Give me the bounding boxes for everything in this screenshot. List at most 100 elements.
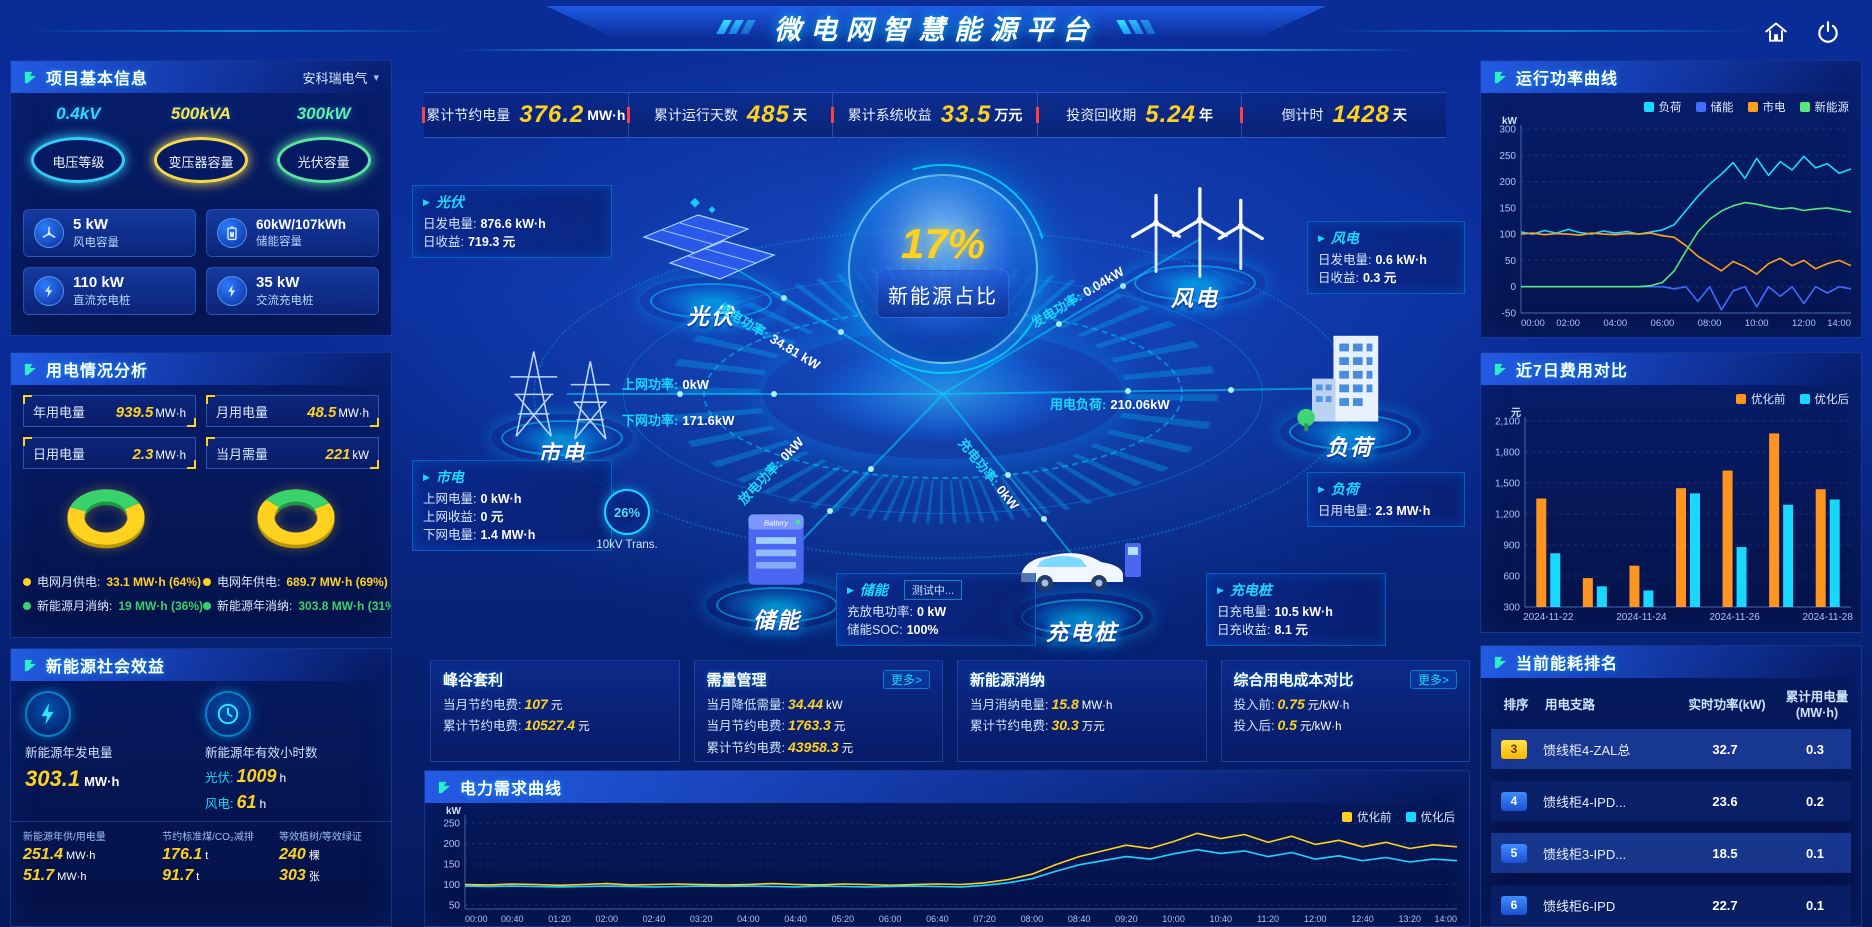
stat-storage-capacity: 60kW/107kWh 储能容量	[206, 209, 379, 257]
triangle-icon: ▶	[847, 584, 854, 595]
chart-legend: 优化前 优化后	[1481, 385, 1861, 407]
charger-info-card: ▶ 充电桩 日充电量: 10.5 kW·h 日充收益: 8.1 元	[1206, 573, 1386, 647]
legend-item[interactable]: 优化后	[1799, 391, 1849, 407]
panel-header: 新能源社会效益	[11, 649, 391, 681]
node-pv[interactable]: 光伏	[636, 197, 786, 329]
svg-text:Battery: Battery	[764, 519, 789, 528]
battery-storage-icon: Battery	[748, 514, 804, 585]
ranking-table-header: 排序 用电支路 实时功率(kW) 累计用电量(MW·h)	[1503, 690, 1849, 720]
table-row[interactable]: 3 馈线柜4-ZAL总 32.7 0.3	[1491, 729, 1851, 770]
svg-text:10:40: 10:40	[1210, 914, 1233, 924]
svg-text:04:40: 04:40	[784, 914, 807, 924]
svg-text:2024-11-28: 2024-11-28	[1803, 612, 1854, 623]
usage-analysis-panel: 用电情况分析 年用电量 939.5 MW·h 月用电量 48.5 MW·h 日用电量 2.…	[10, 352, 392, 638]
svg-text:2024-11-22: 2024-11-22	[1523, 612, 1574, 623]
power-button[interactable]	[1810, 14, 1846, 50]
table-row[interactable]: 4 馈线柜4-IPD... 23.6 0.2	[1491, 781, 1851, 822]
more-button[interactable]: 更多>	[1409, 670, 1457, 689]
triangle-icon: ▶	[1217, 584, 1224, 595]
benefit-footer-col: 新能源年供/用电量 251.4 MW·h 51.7 MW·h	[23, 832, 106, 884]
building-icon	[1297, 335, 1379, 432]
home-button[interactable]	[1758, 14, 1794, 50]
panel-title: 用电情况分析	[46, 363, 149, 380]
node-grid[interactable]: 市电	[487, 334, 637, 466]
svg-text:06:00: 06:00	[1651, 318, 1675, 329]
svg-text:2024-11-24: 2024-11-24	[1616, 612, 1667, 623]
legend-item[interactable]: 优化前	[1342, 809, 1392, 825]
gauge-value: 300kW	[296, 104, 351, 123]
legend-item[interactable]: 市电	[1747, 99, 1786, 115]
benefit-cards-row: 峰谷套利 当月节约电费: 107 元 累计节约电费: 10527.4 元 需量管理 更多>…	[430, 660, 1470, 762]
benefit-footer-col: 节约标准煤/CO₂减排 176.1 t 91.7 t	[162, 832, 254, 884]
gauge-pv-capacity: 300kW 光伏容量	[265, 99, 383, 201]
panel-title: 项目基本信息	[46, 71, 149, 88]
header-streak-right	[1332, 30, 1752, 32]
ac-charger-icon	[217, 276, 247, 306]
gauge-ring	[31, 137, 126, 183]
demand-curve-panel: 电力需求曲线 优化前 优化后 50 100 150 200 250 kW 00:00 00:40…	[424, 770, 1470, 927]
app-title-banner: 微电网智慧能源平台	[546, 6, 1326, 48]
svg-text:02:40: 02:40	[643, 914, 666, 924]
table-row[interactable]: 5 馈线柜3-IPD... 18.5 0.1	[1491, 833, 1851, 874]
wind-turbine-icon	[1131, 187, 1264, 278]
table-row[interactable]: 6 馈线柜6-IPD 22.7 0.1	[1491, 885, 1851, 926]
panel-icon	[24, 71, 37, 83]
stat-month-demand: 当月需量 221 kW	[206, 437, 379, 469]
node-wind[interactable]: 风电	[1120, 179, 1270, 311]
legend-item[interactable]: 优化后	[1405, 809, 1455, 825]
social-benefit-panel: 新能源社会效益 新能源年发电量 303.1 MW·h 新能源年有效小时数 光伏: 1…	[10, 648, 392, 927]
gauge-voltage-level: 0.4kV 电压等级	[19, 99, 137, 201]
svg-text:11:20: 11:20	[1257, 914, 1279, 924]
svg-text:200: 200	[443, 839, 460, 850]
triangle-icon: ▶	[423, 196, 430, 207]
gauge-label: 变压器容量	[168, 155, 234, 170]
energy-total: 0.2	[1805, 793, 1825, 809]
legend-item[interactable]: 负荷	[1643, 99, 1682, 115]
node-platform	[640, 277, 782, 325]
kpi-energy-saved: 累计节约电量 376.2 MW·h	[424, 93, 628, 137]
company-select[interactable]: 安科瑞电气 ▾	[302, 68, 379, 87]
lightning-icon	[25, 691, 71, 737]
gauge-transformer-capacity: 500kVA 变压器容量	[142, 99, 260, 201]
node-load[interactable]: 负荷	[1275, 328, 1425, 460]
year-usage-donut-chart	[257, 489, 335, 549]
svg-text:00:40: 00:40	[501, 914, 524, 924]
usage-donuts	[11, 473, 391, 567]
ev-charger-icon	[1021, 543, 1141, 591]
svg-text:600: 600	[1503, 572, 1520, 583]
pv-icon	[642, 197, 776, 280]
svg-text:300: 300	[1499, 125, 1516, 136]
branch-name: 馈线柜4-ZAL总	[1543, 742, 1631, 758]
gauge-value: 500kVA	[170, 104, 232, 123]
panel-title: 运行功率曲线	[1516, 71, 1619, 88]
svg-text:元: 元	[1511, 407, 1521, 419]
gauge-label: 光伏容量	[297, 155, 350, 170]
gauge-value: 0.4kV	[56, 104, 101, 123]
panel-header: 电力需求曲线	[425, 771, 1469, 803]
realtime-power: 32.7	[1712, 741, 1738, 757]
legend-item[interactable]: 新能源	[1799, 99, 1849, 115]
legend-item[interactable]: 储能	[1695, 99, 1734, 115]
node-storage[interactable]: Battery 储能	[702, 501, 852, 633]
svg-text:05:20: 05:20	[832, 914, 855, 924]
svg-text:50: 50	[449, 900, 461, 911]
gauge-label: 电压等级	[52, 155, 105, 170]
svg-text:100: 100	[443, 880, 460, 891]
kpi-countdown: 倒计时 1428 天	[1241, 93, 1446, 137]
svg-text:0: 0	[1510, 282, 1516, 293]
svg-text:00:00: 00:00	[1521, 318, 1545, 329]
dc-charger-icon	[34, 276, 64, 306]
svg-text:00:00: 00:00	[465, 914, 488, 924]
branch-name: 馈线柜4-IPD...	[1543, 794, 1627, 810]
rank-badge: 6	[1501, 895, 1527, 915]
more-button[interactable]: 更多>	[882, 670, 930, 689]
flow-load-power: 用电负荷: 210.06kW	[1050, 397, 1170, 412]
svg-text:03:20: 03:20	[690, 914, 713, 924]
legend-item[interactable]: 优化前	[1736, 391, 1786, 407]
realtime-power: 22.7	[1712, 897, 1738, 913]
svg-text:04:00: 04:00	[1603, 318, 1627, 329]
energy-ranking-panel: 当前能耗排名 排序 用电支路 实时功率(kW) 累计用电量(MW·h) 3 馈线柜…	[1480, 645, 1862, 927]
stat-ac-charger: 35 kW 交流充电桩	[206, 267, 379, 315]
svg-text:kW: kW	[446, 806, 462, 817]
panel-title: 电力需求曲线	[460, 781, 563, 798]
